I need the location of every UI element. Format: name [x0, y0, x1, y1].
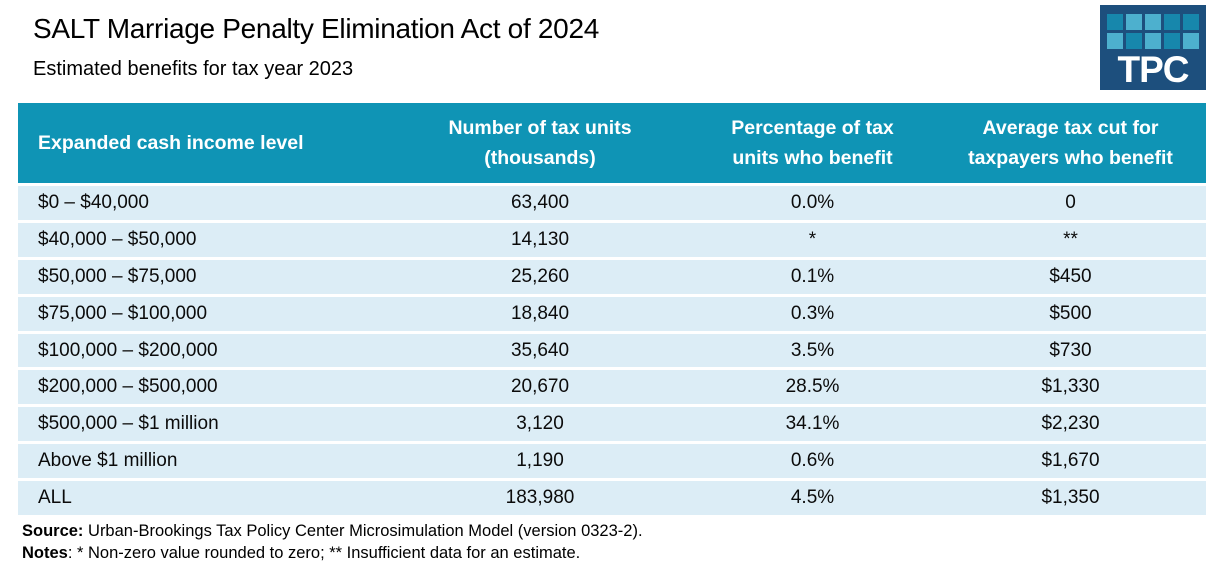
table-cell: $75,000 – $100,000: [38, 302, 208, 324]
logo-square: [1164, 33, 1180, 49]
page-title: SALT Marriage Penalty Elimination Act of…: [33, 13, 599, 44]
table-cell: 14,130: [510, 228, 570, 250]
table-cell: $500,000 – $1 million: [38, 413, 219, 435]
source-text: Urban-Brookings Tax Policy Center Micros…: [83, 522, 643, 540]
logo-square: [1107, 14, 1123, 30]
column-header-label: Percentage of tax units who benefit: [731, 116, 894, 169]
logo-square: [1126, 33, 1142, 49]
table-cell: $450: [1049, 265, 1092, 287]
logo-square: [1145, 14, 1161, 30]
table-cell: ALL: [38, 487, 72, 509]
notes-line: Notes: * Non-zero value rounded to zero;…: [22, 542, 643, 564]
column-header: Number of tax units (thousands): [390, 113, 690, 173]
table-cell: $500: [1049, 302, 1092, 324]
table-cell: 28.5%: [785, 376, 840, 398]
source-line: Source: Urban-Brookings Tax Policy Cente…: [22, 520, 643, 542]
table-cell: 3,120: [516, 413, 564, 435]
table-row: $0 – $40,000 63,400 0.0% 0: [18, 183, 1206, 220]
column-header: Percentage of tax units who benefit: [690, 113, 935, 173]
table-row: $40,000 – $50,000 14,130 * **: [18, 219, 1206, 257]
logo-square: [1183, 14, 1199, 30]
table-cell: 63,400: [510, 191, 570, 213]
table-cell: 0.0%: [790, 191, 835, 213]
table-cell: 4.5%: [790, 487, 835, 509]
page-subtitle: Estimated benefits for tax year 2023: [33, 58, 354, 80]
column-header: Average tax cut for taxpayers who benefi…: [935, 113, 1206, 173]
column-header-label: Number of tax units (thousands): [448, 116, 632, 169]
table-cell: $2,230: [1041, 413, 1100, 435]
table-cell: 3.5%: [790, 339, 835, 361]
table-cell: 0.3%: [790, 302, 835, 324]
table-cell: $1,670: [1041, 450, 1100, 472]
table-cell: $0 – $40,000: [38, 191, 149, 213]
table-row: Above $1 million 1,190 0.6% $1,670: [18, 441, 1206, 479]
table-cell: 0.1%: [790, 265, 835, 287]
table-cell: 0: [1065, 191, 1076, 213]
table-row: $100,000 – $200,000 35,640 3.5% $730: [18, 330, 1206, 368]
footer-notes: Source: Urban-Brookings Tax Policy Cente…: [22, 520, 643, 564]
logo-grid: [1107, 14, 1199, 49]
logo-square: [1107, 33, 1123, 49]
table-cell: $1,330: [1041, 376, 1100, 398]
table-cell: Above $1 million: [38, 450, 178, 472]
table-cell: *: [808, 228, 817, 250]
table-cell: 0.6%: [790, 450, 835, 472]
table-cell: $730: [1049, 339, 1092, 361]
logo-square: [1126, 14, 1142, 30]
table-cell: 183,980: [505, 487, 575, 509]
table-row: ALL 183,980 4.5% $1,350: [18, 478, 1206, 516]
logo-square: [1183, 33, 1199, 49]
table-row: $50,000 – $75,000 25,260 0.1% $450: [18, 256, 1206, 294]
table-cell: $1,350: [1041, 487, 1100, 509]
table-cell: 20,670: [510, 376, 570, 398]
source-label: Source:: [22, 522, 84, 540]
table-cell: **: [1063, 228, 1078, 250]
table-body: $0 – $40,000 63,400 0.0% 0 $40,000 – $50,000…: [18, 183, 1206, 516]
column-header-label: Average tax cut for taxpayers who benefi…: [968, 116, 1173, 169]
data-table: Expanded cash income level Number of tax …: [18, 103, 1206, 516]
tpc-logo: TPC: [1100, 5, 1206, 90]
table-cell: $200,000 – $500,000: [38, 376, 218, 398]
column-header-label: Expanded cash income level: [38, 131, 304, 154]
table-cell: 34.1%: [785, 413, 840, 435]
column-header: Expanded cash income level: [18, 128, 390, 158]
notes-label: Notes: [22, 544, 68, 562]
table-cell: $50,000 – $75,000: [38, 265, 197, 287]
logo-square: [1145, 33, 1161, 49]
table-cell: 35,640: [510, 339, 570, 361]
table-cell: $40,000 – $50,000: [38, 228, 197, 250]
table-row: $500,000 – $1 million 3,120 34.1% $2,230: [18, 404, 1206, 442]
table-cell: 1,190: [516, 450, 564, 472]
table-cell: 18,840: [510, 302, 570, 324]
table-row: $200,000 – $500,000 20,670 28.5% $1,330: [18, 367, 1206, 405]
table-cell: 25,260: [510, 265, 570, 287]
logo-text: TPC: [1117, 49, 1190, 90]
logo-square: [1164, 14, 1180, 30]
table-row: $75,000 – $100,000 18,840 0.3% $500: [18, 293, 1206, 331]
table-cell: $100,000 – $200,000: [38, 339, 218, 361]
table-header-row: Expanded cash income level Number of tax …: [18, 103, 1206, 183]
notes-text: : * Non-zero value rounded to zero; ** I…: [67, 544, 581, 562]
